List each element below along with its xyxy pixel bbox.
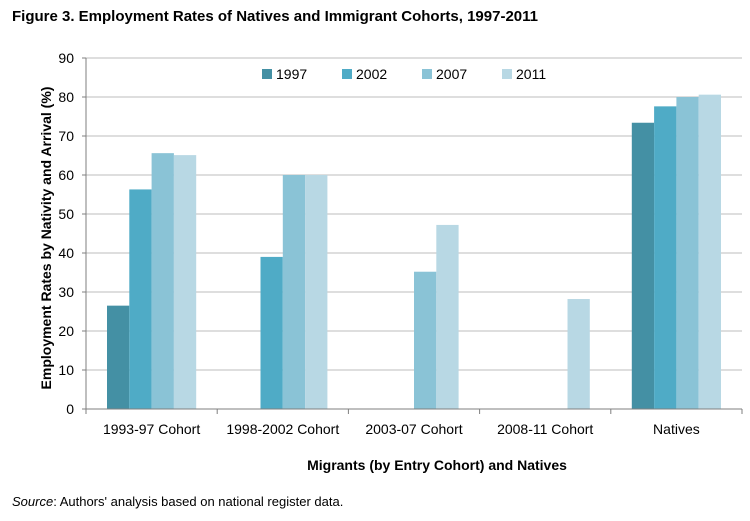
legend-swatch-1997 bbox=[262, 69, 272, 79]
bar-2002 bbox=[129, 189, 152, 409]
bar-2011 bbox=[698, 94, 721, 409]
legend-label-1997: 1997 bbox=[276, 66, 307, 82]
y-tick-label: 40 bbox=[58, 245, 74, 261]
y-tick-label: 60 bbox=[58, 167, 74, 183]
bar-2007 bbox=[151, 153, 174, 409]
bar-2007 bbox=[676, 97, 699, 409]
legend-swatch-2007 bbox=[422, 69, 432, 79]
legend-swatch-2011 bbox=[502, 69, 512, 79]
legend-label-2007: 2007 bbox=[436, 66, 467, 82]
x-tick-label: 1998-2002 Cohort bbox=[226, 421, 339, 437]
y-tick-label: 50 bbox=[58, 206, 74, 222]
x-axis-title: Migrants (by Entry Cohort) and Natives bbox=[307, 457, 567, 473]
bar-2011 bbox=[173, 155, 197, 409]
y-tick-label: 80 bbox=[58, 89, 74, 105]
y-tick-label: 70 bbox=[58, 128, 74, 144]
y-axis-title: Employment Rates by Nativity and Arrival… bbox=[38, 87, 54, 390]
x-tick-label: 2008-11 Cohort bbox=[497, 421, 593, 437]
bars bbox=[107, 94, 721, 410]
bar-2002 bbox=[654, 106, 677, 410]
legend-label-2002: 2002 bbox=[356, 66, 387, 82]
x-tick-label: Natives bbox=[653, 421, 700, 437]
bar-1997 bbox=[107, 305, 130, 409]
bar-2007 bbox=[282, 175, 306, 409]
legend: 1997 2002 2007 2011 bbox=[262, 66, 546, 82]
y-tick-label: 10 bbox=[58, 362, 74, 378]
bar-1997 bbox=[631, 122, 655, 410]
y-tick-label: 0 bbox=[66, 401, 74, 417]
x-tick-label: 2003-07 Cohort bbox=[365, 421, 462, 437]
source-label: Source bbox=[12, 494, 54, 509]
y-tick-label: 20 bbox=[58, 323, 74, 339]
x-tick-label: 1993-97 Cohort bbox=[103, 421, 200, 437]
bar-2007 bbox=[414, 271, 437, 409]
bar-2002 bbox=[260, 256, 283, 409]
bar-2011 bbox=[567, 299, 590, 409]
figure-title: Figure 3. Employment Rates of Natives an… bbox=[12, 8, 538, 25]
bar-2011 bbox=[436, 224, 459, 409]
legend-swatch-2002 bbox=[342, 69, 352, 79]
source-note: Source: Authors' analysis based on natio… bbox=[12, 494, 343, 509]
axes: 0 10 20 30 40 50 60 70 80 90 1993-97 Cohort 1998-20… bbox=[58, 50, 743, 437]
source-text: : Authors' analysis based on national re… bbox=[53, 494, 344, 509]
bar-2011 bbox=[305, 175, 328, 409]
legend-label-2011: 2011 bbox=[516, 66, 546, 82]
y-tick-label: 30 bbox=[58, 284, 74, 300]
y-tick-label: 90 bbox=[58, 50, 74, 66]
